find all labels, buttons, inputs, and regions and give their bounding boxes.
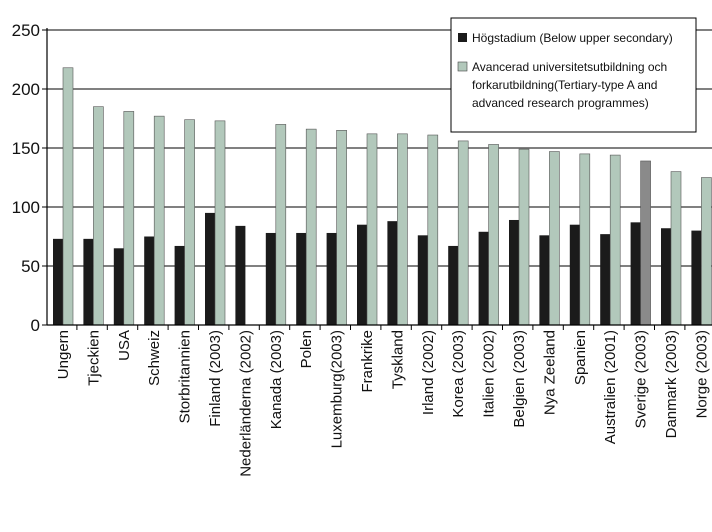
x-category-label: Danmark (2003) — [663, 330, 680, 438]
x-category-label: Schweiz — [146, 330, 163, 386]
bar-series1 — [478, 231, 489, 325]
x-category-label: Australien (2001) — [602, 330, 619, 444]
y-tick-label: 100 — [12, 198, 40, 217]
bar-series2 — [670, 171, 682, 326]
x-category-label: Sverige (2003) — [633, 330, 650, 428]
y-tick-label: 200 — [12, 80, 40, 99]
legend-label-series1: Högstadium (Below upper secondary) — [472, 31, 673, 45]
bar-series1 — [205, 212, 215, 325]
bar-series1 — [448, 245, 459, 325]
x-category-label: Luxemburg(2003) — [329, 330, 346, 448]
y-tick-label: 250 — [12, 21, 40, 40]
bar-series2 — [701, 177, 712, 326]
x-category-label: Nederländerna (2002) — [237, 330, 254, 477]
bar-series1 — [235, 225, 246, 325]
bars — [53, 67, 712, 326]
bar-series1 — [630, 222, 641, 325]
bar-series1 — [539, 235, 550, 325]
bar-series2 — [549, 151, 560, 326]
bar-series1 — [265, 232, 276, 325]
x-category-labels: Ungern Tjeckien USA Schweiz Storbritannien Fi… — [55, 330, 710, 477]
x-category-label: Frankrike — [359, 330, 376, 393]
bar-series2 — [123, 111, 135, 326]
y-tick-label: 0 — [31, 316, 40, 335]
x-category-label: Korea (2003) — [450, 330, 467, 418]
legend-label-series2-line3: advanced research programmes) — [472, 96, 649, 110]
x-category-label: Tjeckien — [85, 330, 102, 386]
y-tick-labels: 0 50 100 150 200 250 — [12, 21, 40, 335]
bar-series1 — [174, 245, 185, 325]
bar-series2 — [457, 140, 469, 326]
bar-series1 — [357, 224, 367, 325]
bar-series1 — [144, 236, 155, 325]
bar-series1 — [113, 248, 124, 325]
bar-series1 — [691, 230, 702, 325]
bar-series2 — [579, 153, 591, 326]
bar-series2 — [640, 160, 651, 326]
bar-series2 — [366, 133, 378, 326]
bar-series2 — [93, 106, 104, 326]
axes — [42, 28, 712, 330]
bar-series1 — [600, 234, 611, 325]
x-category-label: Norge (2003) — [693, 330, 710, 418]
x-category-label: Kanada (2003) — [268, 330, 285, 429]
legend: Högstadium (Below upper secondary) Avanc… — [450, 17, 697, 133]
bar-series1 — [326, 232, 337, 325]
bar-series2 — [336, 130, 347, 326]
x-category-label: Spanien — [572, 330, 589, 385]
bar-series2 — [153, 115, 165, 326]
bar-series2 — [609, 154, 621, 326]
x-category-label: Nya Zeeland — [541, 330, 558, 415]
x-category-label: USA — [116, 330, 133, 361]
bar-series2 — [62, 67, 74, 326]
x-category-label: Polen — [298, 330, 315, 368]
y-tick-label: 150 — [12, 139, 40, 158]
bar-series1 — [509, 219, 519, 325]
x-category-label: Ungern — [55, 330, 72, 379]
x-category-label: Italien (2002) — [481, 330, 498, 418]
bar-series2 — [427, 134, 439, 326]
bar-series2 — [397, 133, 408, 326]
bar-series1 — [83, 238, 94, 325]
bar-series1 — [53, 238, 63, 325]
legend-swatch-series1 — [458, 33, 467, 42]
legend-label-series2-line2: forkarutbildning(Tertiary-type A and — [472, 78, 657, 92]
x-category-label: Belgien (2003) — [511, 330, 528, 428]
x-category-label: Finland (2003) — [207, 330, 224, 427]
bar-series2 — [305, 128, 317, 326]
bar-series2 — [184, 119, 195, 326]
x-category-label: Storbritannien — [177, 330, 194, 423]
x-category-label: Irland (2002) — [420, 330, 437, 415]
bar-series1 — [569, 224, 580, 325]
bar-series1 — [417, 235, 428, 325]
bar-series1 — [661, 228, 671, 325]
legend-box — [450, 17, 697, 133]
bar-series2 — [518, 148, 530, 326]
bar-series1 — [296, 232, 307, 325]
bar-series2 — [488, 144, 499, 326]
bar-series2 — [275, 124, 287, 326]
x-category-label: Tyskland — [389, 330, 406, 389]
y-tick-label: 50 — [21, 257, 40, 276]
bar-series1 — [387, 221, 398, 325]
legend-label-series2-line1: Avancerad universitetsutbildning och — [472, 60, 667, 74]
legend-swatch-series2 — [457, 61, 468, 72]
bar-series2 — [214, 120, 226, 326]
